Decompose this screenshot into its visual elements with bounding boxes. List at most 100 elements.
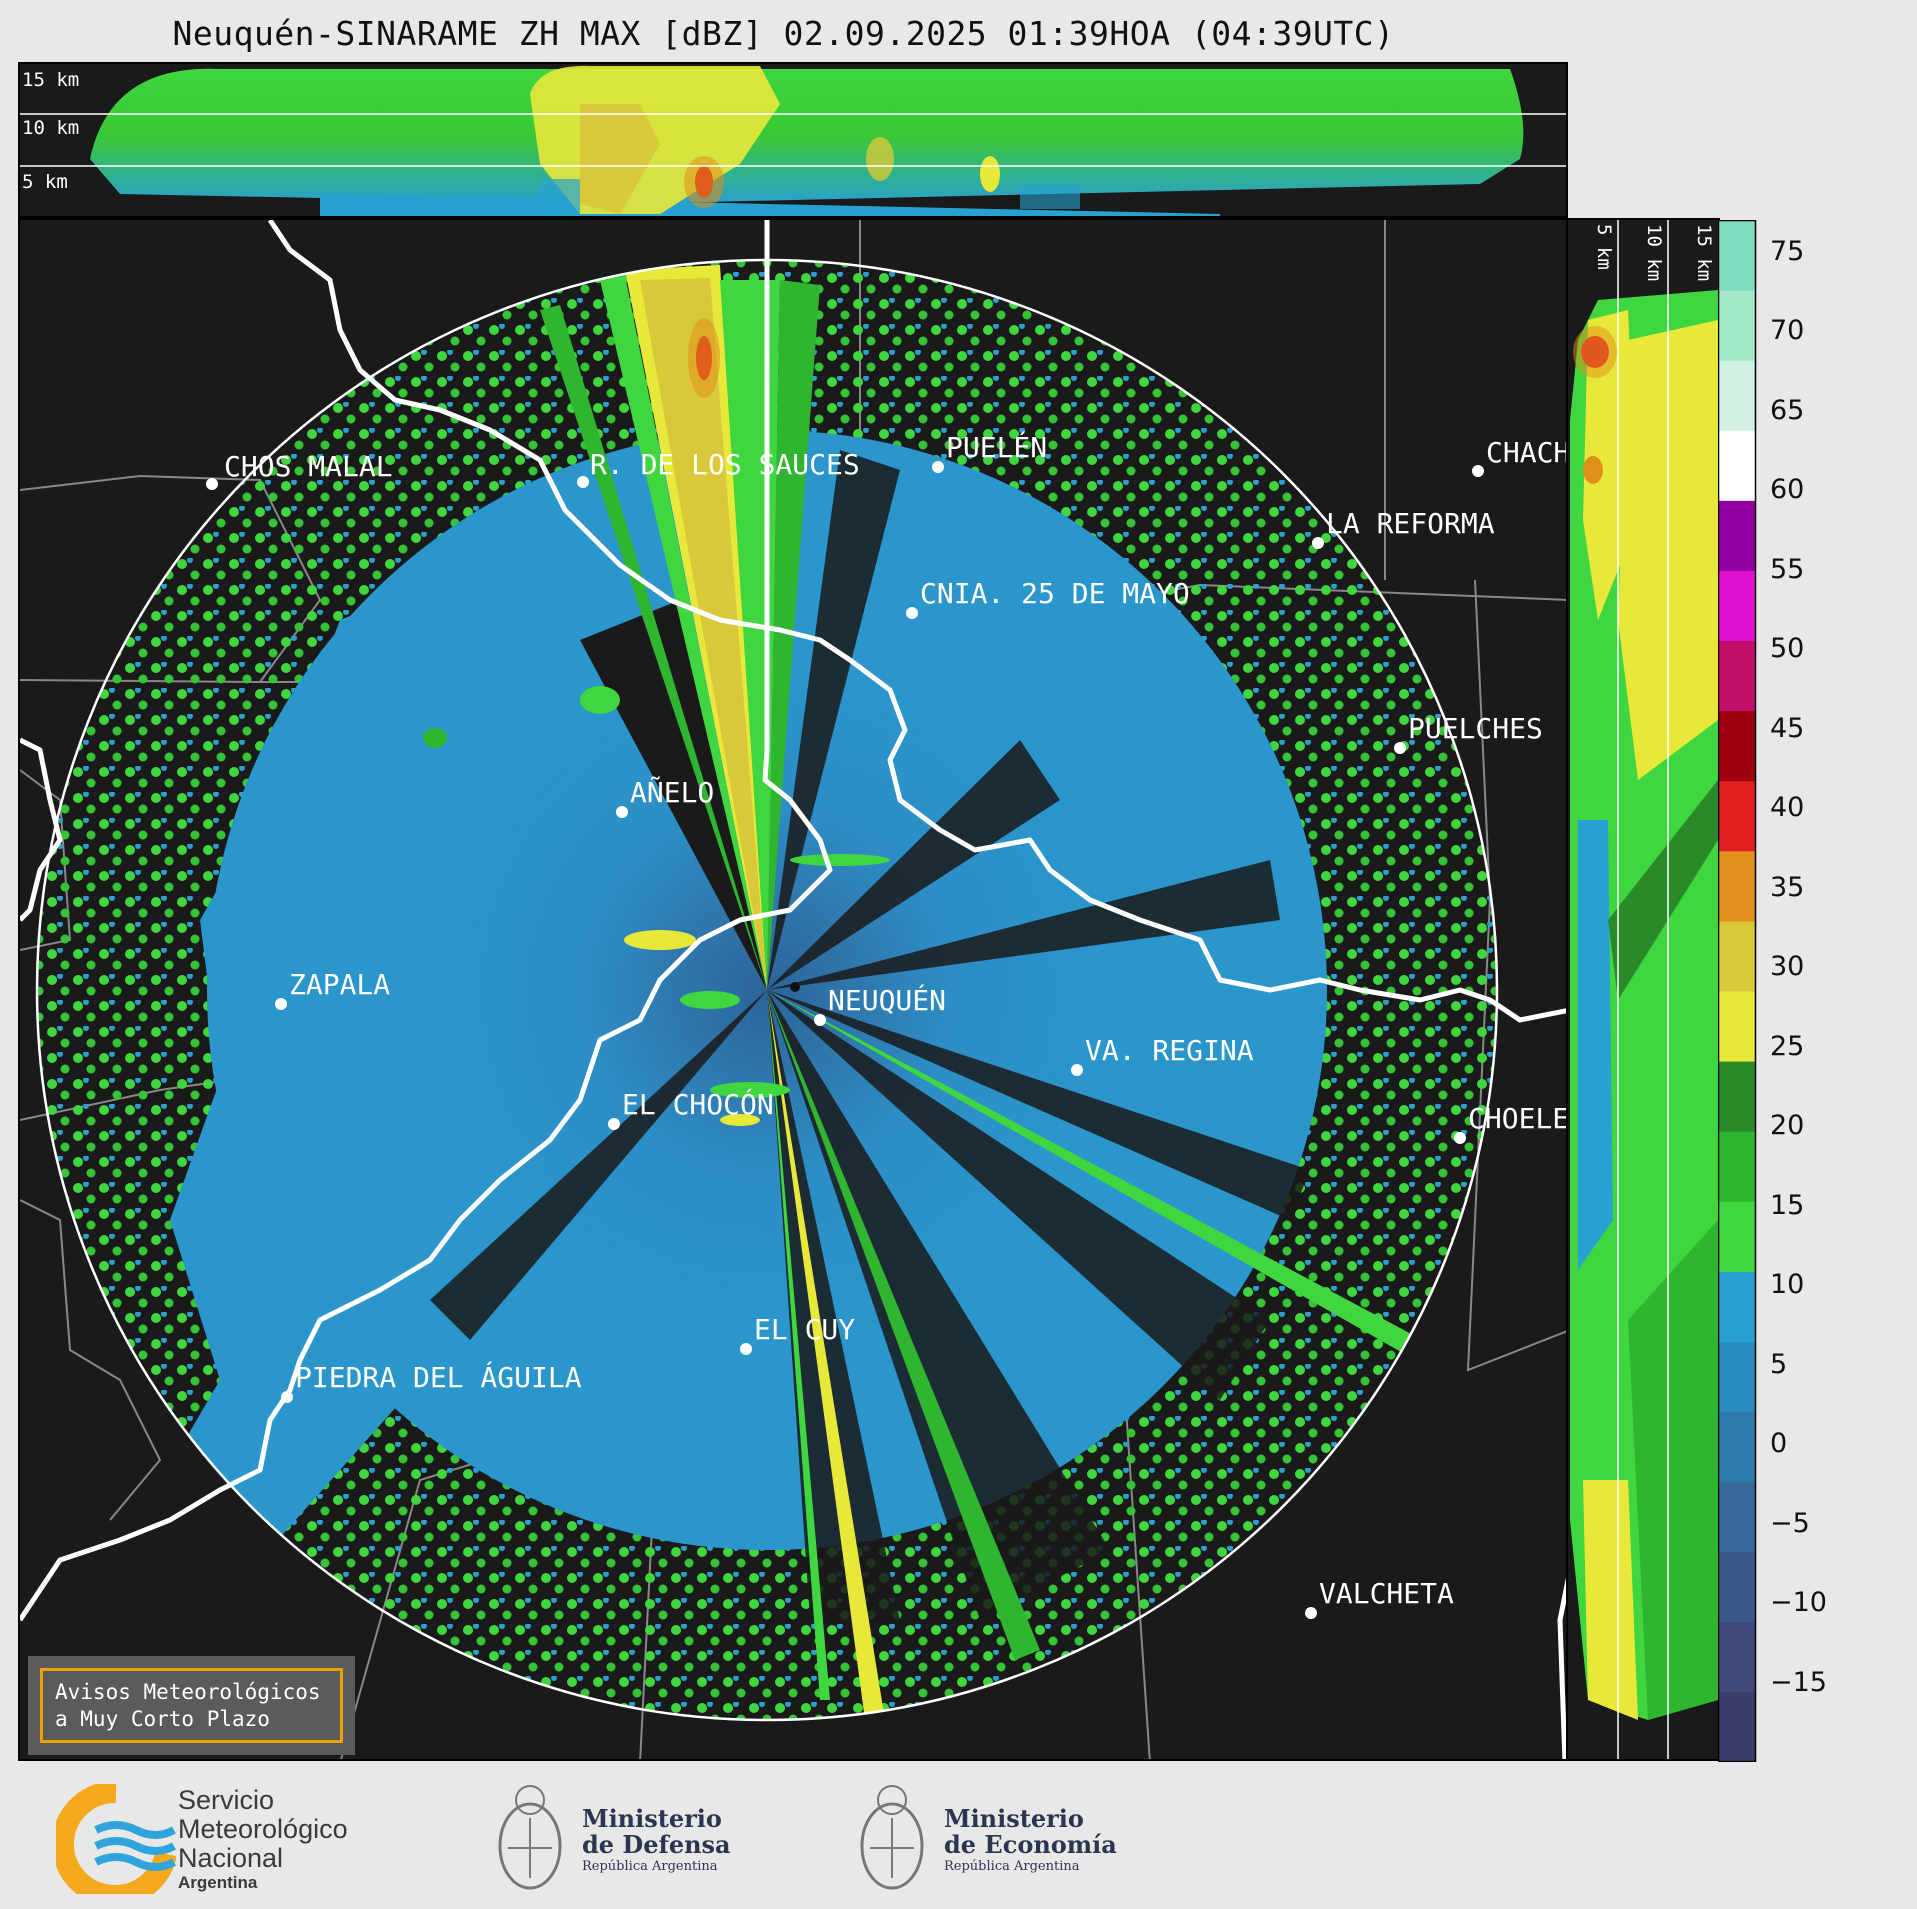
locality-chos-malal: CHOS MALAL xyxy=(224,450,393,483)
economia-seal-icon xyxy=(860,1785,924,1890)
colorbar-segment xyxy=(1718,850,1756,922)
locality-neuquen: NEUQUÉN xyxy=(828,983,946,1017)
colorbar-tick-label: 25 xyxy=(1770,1030,1805,1062)
colorbar-segment xyxy=(1718,1061,1756,1132)
colorbar-segment xyxy=(1718,360,1756,431)
locality-zapala: ZAPALA xyxy=(289,968,390,1001)
colorbar-tick-label: 70 xyxy=(1770,315,1805,347)
locality-dot xyxy=(906,607,918,619)
locality-dot xyxy=(206,478,218,490)
top-height-label-10: 10 km xyxy=(22,117,79,139)
smn-line3: Nacional xyxy=(178,1843,284,1873)
locality-puelen: PUELÉN xyxy=(946,430,1047,464)
page-title: Neuquén-SINARAME ZH MAX [dBZ] 02.09.2025… xyxy=(172,14,1395,53)
defensa-logo-text: Ministerio de Defensa República Argentin… xyxy=(582,1806,731,1876)
colorbar-tick-label: 65 xyxy=(1770,394,1805,426)
colorbar-segment xyxy=(1718,1621,1756,1693)
locality-va-regina: VA. REGINA xyxy=(1085,1034,1254,1067)
locality-dot xyxy=(932,461,944,473)
colorbar-tick-label: 5 xyxy=(1770,1348,1788,1380)
colorbar-tick-label: 45 xyxy=(1770,712,1805,744)
colorbar-tick-label: 15 xyxy=(1770,1189,1805,1221)
colorbar-segment xyxy=(1718,920,1756,992)
colorbar-tick-label: 0 xyxy=(1770,1428,1788,1460)
warning-box-line2: a Muy Corto Plazo xyxy=(55,1707,270,1731)
river-lines xyxy=(20,220,1566,1759)
locality-dot xyxy=(1454,1132,1466,1144)
colorbar-segment xyxy=(1718,1691,1756,1762)
colorbar-segment xyxy=(1718,220,1756,291)
locality-valcheta: VALCHETA xyxy=(1319,1577,1454,1610)
locality-anelo: AÑELO xyxy=(630,775,714,809)
locality-chach: CHACH xyxy=(1486,436,1568,469)
locality-dot xyxy=(740,1343,752,1355)
colorbar-segment xyxy=(1718,1411,1756,1483)
colorbar-tick-label: 10 xyxy=(1770,1269,1805,1301)
locality-puelches: PUELCHES xyxy=(1408,712,1543,745)
top-height-label-15: 15 km xyxy=(22,69,79,91)
defensa-seal-icon xyxy=(498,1785,562,1890)
colorbar-segment xyxy=(1718,1341,1756,1413)
footer: Servicio Meteorológico Nacional Argentin… xyxy=(0,1762,1917,1909)
colorbar-tick-label: −15 xyxy=(1770,1666,1827,1698)
colorbar-segment xyxy=(1718,1201,1756,1272)
locality-piedra-del-aguila: PIEDRA DEL ÁGUILA xyxy=(295,1360,582,1394)
colorbar-segment xyxy=(1718,430,1756,501)
smn-logo-icon xyxy=(56,1784,176,1894)
locality-choele: CHOELE xyxy=(1468,1102,1568,1135)
warning-box-line1: Avisos Meteorológicos xyxy=(55,1680,321,1704)
economia-logo-text: Ministerio de Economía República Argenti… xyxy=(944,1806,1117,1876)
locality-dot xyxy=(608,1118,620,1130)
colorbar xyxy=(1718,220,1757,1762)
locality-dot xyxy=(616,806,628,818)
colorbar-tick-label: 75 xyxy=(1770,235,1805,267)
colorbar-segment xyxy=(1718,1131,1756,1202)
colorbar-segment xyxy=(1718,500,1756,571)
colorbar-tick-label: 60 xyxy=(1770,474,1805,506)
colorbar-segment xyxy=(1718,290,1756,361)
colorbar-tick-label: −5 xyxy=(1770,1507,1810,1539)
radar-echo-field xyxy=(37,260,1497,1720)
top-cross-section-plot: 15 km 10 km 5 km xyxy=(20,65,1566,216)
economia-line2: de Economía xyxy=(944,1830,1117,1859)
smn-line1: Servicio xyxy=(178,1785,275,1815)
colorbar-segment xyxy=(1718,1551,1756,1623)
radar-site-marker xyxy=(790,982,800,992)
colorbar-tick-label: 30 xyxy=(1770,951,1805,983)
locality-dot xyxy=(1312,537,1324,549)
warning-box: Avisos Meteorológicos a Muy Corto Plazo xyxy=(28,1656,355,1755)
colorbar-tick-label: −10 xyxy=(1770,1587,1827,1619)
locality-cnia-25-de-mayo: CNIA. 25 DE MAYO xyxy=(920,577,1190,610)
colorbar-segment xyxy=(1718,710,1756,782)
colorbar-tick-label: 20 xyxy=(1770,1110,1805,1142)
radar-map-panel: CHOS MALAL R. DE LOS SAUCES PUELÉN CHACH… xyxy=(18,218,1568,1761)
locality-markers: CHOS MALAL R. DE LOS SAUCES PUELÉN CHACH… xyxy=(206,430,1568,1619)
locality-dot xyxy=(281,1391,293,1403)
economia-line1: Ministerio xyxy=(944,1804,1084,1833)
locality-el-chocon: EL CHOCÓN xyxy=(622,1087,774,1121)
colorbar-tick-label: 35 xyxy=(1770,871,1805,903)
locality-dot xyxy=(1305,1607,1317,1619)
radar-map: CHOS MALAL R. DE LOS SAUCES PUELÉN CHACH… xyxy=(20,220,1568,1759)
top-cross-section: 15 km 10 km 5 km xyxy=(18,62,1568,218)
colorbar-segment xyxy=(1718,991,1756,1062)
side-height-label-15: 15 km xyxy=(1693,224,1715,281)
defensa-line2: de Defensa xyxy=(582,1830,731,1859)
locality-dot xyxy=(577,476,589,488)
colorbar-tick-label: 55 xyxy=(1770,553,1805,585)
side-height-label-10: 10 km xyxy=(1643,224,1665,281)
range-ring xyxy=(35,258,1499,1722)
colorbar-segment xyxy=(1718,1481,1756,1553)
locality-r-de-los-sauces: R. DE LOS SAUCES xyxy=(590,448,860,481)
colorbar-segment xyxy=(1718,570,1756,642)
defensa-line3: República Argentina xyxy=(582,1859,718,1874)
economia-line3: República Argentina xyxy=(944,1859,1080,1874)
smn-logo-text: Servicio Meteorológico Nacional Argentin… xyxy=(178,1786,348,1893)
locality-dot xyxy=(814,1014,826,1026)
side-cross-section: 5 km 10 km 15 km xyxy=(1566,218,1720,1761)
smn-line4: Argentina xyxy=(178,1873,258,1892)
warning-box-frame: Avisos Meteorológicos a Muy Corto Plazo xyxy=(40,1668,343,1743)
locality-la-reforma: LA REFORMA xyxy=(1326,507,1495,540)
locality-dot xyxy=(1472,465,1484,477)
locality-dot xyxy=(275,998,287,1010)
